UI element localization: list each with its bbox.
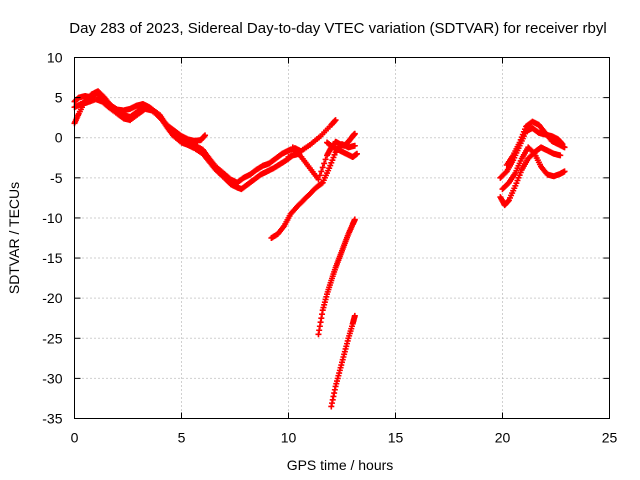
axis-ticks: 0 5 10 15 20 25 10 5 0 -5 -10 -15 -20 -25 -30 -35 xyxy=(42,50,617,446)
y-tick-label: -5 xyxy=(50,170,63,186)
y-tick-label: -15 xyxy=(42,250,62,266)
data-point xyxy=(332,117,339,124)
y-tick-label: -20 xyxy=(42,290,62,306)
series-arc-i xyxy=(315,216,358,338)
data-point xyxy=(318,168,325,175)
x-axis-label: GPS time / hours xyxy=(287,457,394,473)
data-point xyxy=(318,180,325,187)
series-arc-c xyxy=(71,88,209,144)
y-tick-label: -25 xyxy=(42,330,62,346)
y-tick-label: 10 xyxy=(47,50,63,66)
data-point xyxy=(319,164,326,171)
series-arc-l xyxy=(497,144,564,209)
data-point xyxy=(557,152,564,159)
data-point xyxy=(351,142,358,149)
series-arc-m xyxy=(499,144,568,193)
data-point xyxy=(351,216,358,223)
data-point xyxy=(561,144,568,151)
series-arc-j xyxy=(328,312,358,410)
data-point xyxy=(202,132,209,139)
y-tick-label: 0 xyxy=(55,130,63,146)
data-point xyxy=(353,150,360,157)
x-tick-label: 5 xyxy=(178,430,186,446)
data-point xyxy=(351,130,358,137)
x-tick-label: 20 xyxy=(495,430,511,446)
series-arc-f xyxy=(285,117,339,160)
data-point xyxy=(561,168,568,175)
series-arc-h xyxy=(332,130,358,149)
y-axis-label: SDTVAR / TECUs xyxy=(6,182,22,294)
data-point xyxy=(321,160,328,167)
data-point xyxy=(322,156,329,163)
data-point xyxy=(316,172,323,179)
x-tick-label: 10 xyxy=(281,430,297,446)
y-tick-label: -10 xyxy=(42,210,62,226)
series-arc-n xyxy=(503,118,568,168)
data-point xyxy=(315,176,322,183)
x-tick-label: 0 xyxy=(71,430,79,446)
x-tick-label: 25 xyxy=(602,430,618,446)
plot-frame xyxy=(74,57,610,419)
chart-title: Day 283 of 2023, Sidereal Day-to-day VTE… xyxy=(69,20,606,37)
y-tick-label: -35 xyxy=(42,411,62,427)
x-tick-label: 15 xyxy=(388,430,404,446)
data-point xyxy=(530,149,537,156)
data-point xyxy=(351,312,358,319)
grid xyxy=(74,57,610,419)
y-tick-label: -30 xyxy=(42,370,62,386)
y-tick-label: 5 xyxy=(55,90,63,106)
data-points xyxy=(71,88,568,410)
series-arc-g xyxy=(324,139,360,160)
